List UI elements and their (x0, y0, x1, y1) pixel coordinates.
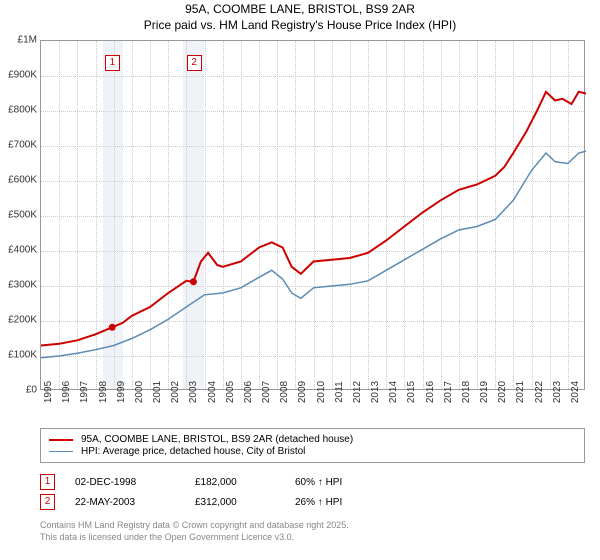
price-line (41, 92, 586, 346)
sale-badge: 1 (40, 474, 55, 490)
y-tick-label: £200K (8, 315, 37, 326)
sale-row: 1 02-DEC-1998 £182,000 60% ↑ HPI (40, 474, 585, 490)
sale-date: 02-DEC-1998 (75, 477, 175, 488)
chart-svg (41, 41, 586, 391)
legend-row: 95A, COOMBE LANE, BRISTOL, BS9 2AR (deta… (49, 434, 576, 445)
title-subtitle: Price paid vs. HM Land Registry's House … (0, 18, 600, 34)
sale-dot (190, 278, 197, 285)
footer: Contains HM Land Registry data © Crown c… (40, 520, 585, 543)
y-tick-label: £400K (8, 245, 37, 256)
legend-swatch (49, 451, 73, 453)
y-tick-label: £300K (8, 280, 37, 291)
y-tick-label: £100K (8, 350, 37, 361)
sale-dot (109, 324, 116, 331)
legend: 95A, COOMBE LANE, BRISTOL, BS9 2AR (deta… (40, 428, 585, 463)
y-tick-label: £700K (8, 140, 37, 151)
title-address: 95A, COOMBE LANE, BRISTOL, BS9 2AR (0, 2, 600, 18)
sale-price: £312,000 (195, 497, 275, 508)
sale-price: £182,000 (195, 477, 275, 488)
legend-label: 95A, COOMBE LANE, BRISTOL, BS9 2AR (deta… (81, 434, 353, 445)
sale-delta: 60% ↑ HPI (295, 477, 342, 488)
y-tick-label: £0 (26, 385, 37, 396)
legend-swatch (49, 439, 73, 441)
sales-table: 1 02-DEC-1998 £182,000 60% ↑ HPI 2 22-MAY-200… (40, 470, 585, 514)
y-tick-label: £500K (8, 210, 37, 221)
footer-licence: This data is licensed under the Open Gov… (40, 532, 585, 544)
legend-row: HPI: Average price, detached house, City… (49, 446, 576, 457)
chart-area: 12 £0£100K£200K£300K£400K£500K£600K£700K… (40, 40, 585, 390)
sale-date: 22-MAY-2003 (75, 497, 175, 508)
legend-label: HPI: Average price, detached house, City… (81, 446, 305, 457)
chart-title: 95A, COOMBE LANE, BRISTOL, BS9 2AR Price… (0, 0, 600, 33)
footer-copyright: Contains HM Land Registry data © Crown c… (40, 520, 585, 532)
sale-marker: 1 (105, 55, 120, 71)
plot-area: 12 (40, 40, 585, 390)
y-tick-label: £1M (18, 35, 37, 46)
hpi-line (41, 151, 586, 358)
sale-delta: 26% ↑ HPI (295, 497, 342, 508)
y-tick-label: £600K (8, 175, 37, 186)
y-tick-label: £800K (8, 105, 37, 116)
sale-marker: 2 (187, 55, 202, 71)
y-tick-label: £900K (8, 70, 37, 81)
sale-row: 2 22-MAY-2003 £312,000 26% ↑ HPI (40, 494, 585, 510)
sale-badge: 2 (40, 494, 55, 510)
